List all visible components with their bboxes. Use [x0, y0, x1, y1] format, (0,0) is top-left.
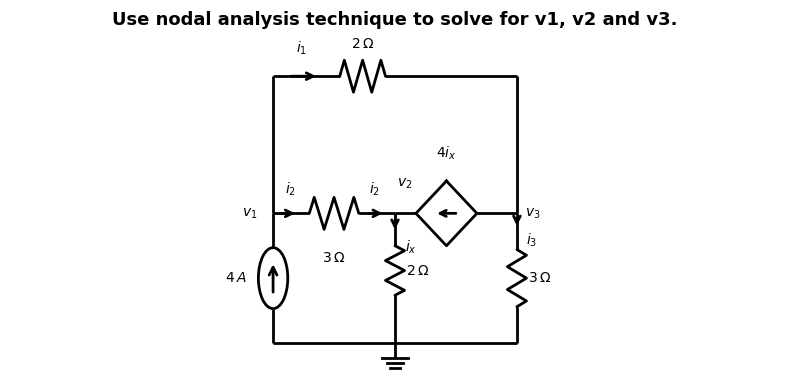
Text: $v_2$: $v_2$: [397, 176, 412, 190]
Text: $i_1$: $i_1$: [296, 40, 307, 57]
Text: $3\,\Omega$: $3\,\Omega$: [529, 271, 551, 285]
Text: $v_3$: $v_3$: [525, 206, 540, 221]
Text: $3\,\Omega$: $3\,\Omega$: [322, 251, 346, 266]
Text: Use nodal analysis technique to solve for v1, v2 and v3.: Use nodal analysis technique to solve fo…: [112, 11, 678, 29]
Text: $4i_x$: $4i_x$: [436, 144, 457, 162]
Text: $2\,\Omega$: $2\,\Omega$: [351, 37, 374, 51]
Text: $i_3$: $i_3$: [526, 231, 538, 249]
Text: $v_1$: $v_1$: [243, 206, 258, 221]
Text: $i_2$: $i_2$: [368, 181, 379, 198]
Text: $i_2$: $i_2$: [284, 181, 295, 198]
Text: $4\,A$: $4\,A$: [225, 271, 246, 285]
Text: $i_x$: $i_x$: [404, 239, 416, 256]
Text: $2\,\Omega$: $2\,\Omega$: [406, 264, 430, 277]
